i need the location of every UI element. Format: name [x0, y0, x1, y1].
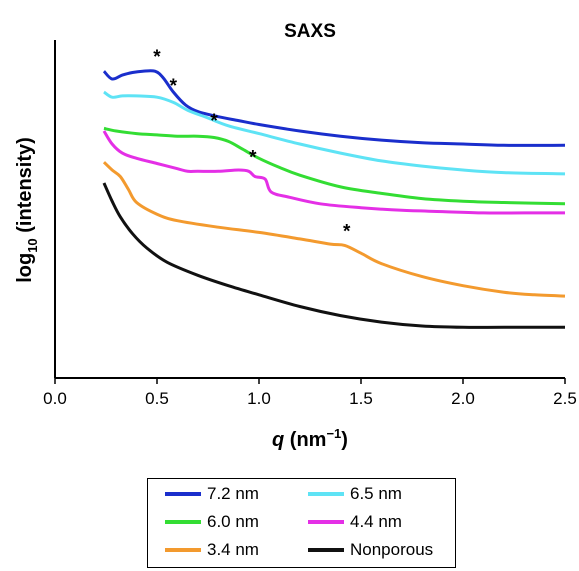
saxs-chart: SAXS * * * * * 0.0 0.5 1.0 1.5 2.0 2.5 q (nm−1) l… [14, 21, 577, 451]
legend-item: 4.4 nm [308, 511, 402, 533]
legend-swatch [165, 548, 201, 552]
x-tick-label: 0.0 [43, 389, 67, 408]
legend-swatch [308, 492, 344, 496]
x-axis-label: q (nm−1) [272, 426, 348, 451]
peak-marker: * [343, 221, 351, 242]
chart-title: SAXS [284, 21, 336, 42]
series-line-5 [102, 182, 565, 329]
legend-item: 6.5 nm [308, 483, 402, 505]
x-tick-label: 1.0 [247, 389, 271, 408]
series-line-2 [103, 126, 566, 206]
legend-label: 4.4 nm [350, 512, 402, 531]
x-tick-label: 2.5 [553, 389, 577, 408]
plot-area: * * * * * [102, 47, 566, 329]
series-line-4 [102, 161, 566, 298]
legend-swatch [165, 492, 201, 496]
peak-marker: * [249, 147, 257, 168]
x-tick-label: 2.0 [451, 389, 475, 408]
legend-swatch [165, 520, 201, 524]
peak-marker: * [170, 76, 178, 97]
legend-label: 7.2 nm [207, 484, 259, 503]
legend-label: 6.5 nm [350, 484, 402, 503]
legend-label: 3.4 nm [207, 540, 259, 559]
legend-label: 6.0 nm [207, 512, 259, 531]
series-line-3 [102, 130, 565, 215]
peak-marker: * [153, 47, 161, 68]
chart-legend: 7.2 nm 6.5 nm 6.0 nm 4.4 nm 3.4 nm Nonporous [147, 478, 456, 568]
legend-item: Nonporous [308, 539, 433, 561]
legend-item: 6.0 nm [165, 511, 259, 533]
y-axis-label: log10 (intensity) [14, 137, 40, 283]
x-tick-label: 0.5 [145, 389, 169, 408]
series-line-0 [102, 69, 566, 147]
legend-swatch [308, 520, 344, 524]
legend-item: 7.2 nm [165, 483, 259, 505]
legend-swatch [308, 548, 344, 552]
x-tick-label: 1.5 [349, 389, 373, 408]
legend-label: Nonporous [350, 540, 434, 559]
peak-marker: * [210, 111, 218, 132]
legend-item: 3.4 nm [165, 539, 259, 561]
series-line-1 [103, 90, 566, 176]
x-axis: 0.0 0.5 1.0 1.5 2.0 2.5 [43, 377, 577, 408]
